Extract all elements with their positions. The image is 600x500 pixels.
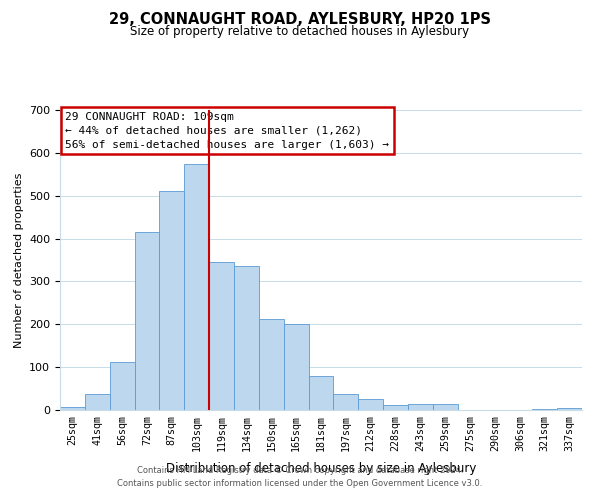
Text: 29, CONNAUGHT ROAD, AYLESBURY, HP20 1PS: 29, CONNAUGHT ROAD, AYLESBURY, HP20 1PS xyxy=(109,12,491,28)
Bar xyxy=(557,408,582,410)
Bar xyxy=(308,376,334,410)
Bar xyxy=(110,362,134,410)
Bar xyxy=(234,266,259,410)
Bar xyxy=(60,406,85,410)
Text: Size of property relative to detached houses in Aylesbury: Size of property relative to detached ho… xyxy=(130,25,470,38)
Bar xyxy=(184,164,209,410)
Bar xyxy=(408,404,433,410)
Bar xyxy=(134,232,160,410)
Text: Contains HM Land Registry data © Crown copyright and database right 2024.
Contai: Contains HM Land Registry data © Crown c… xyxy=(118,466,482,487)
Bar xyxy=(334,394,358,410)
Text: 29 CONNAUGHT ROAD: 109sqm
← 44% of detached houses are smaller (1,262)
56% of se: 29 CONNAUGHT ROAD: 109sqm ← 44% of detac… xyxy=(65,112,389,150)
Bar xyxy=(160,192,184,410)
Y-axis label: Number of detached properties: Number of detached properties xyxy=(14,172,23,348)
Bar xyxy=(209,262,234,410)
Bar xyxy=(85,394,110,410)
Bar xyxy=(284,324,308,410)
Bar xyxy=(383,405,408,410)
Bar xyxy=(433,404,458,410)
X-axis label: Distribution of detached houses by size in Aylesbury: Distribution of detached houses by size … xyxy=(166,462,476,475)
Bar xyxy=(259,319,284,410)
Bar xyxy=(532,409,557,410)
Bar xyxy=(358,399,383,410)
